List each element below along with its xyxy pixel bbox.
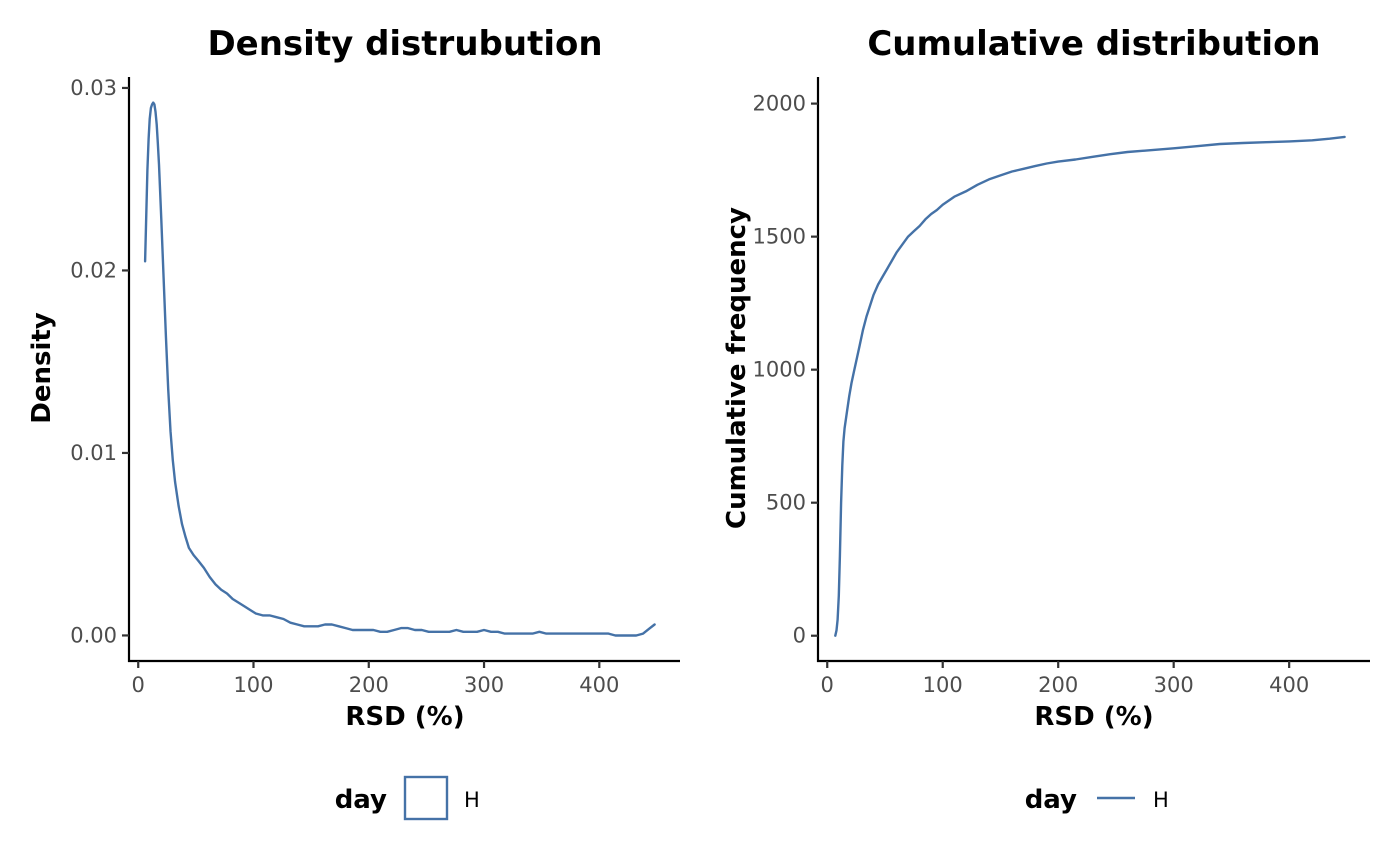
density-series-line-H [143, 101, 656, 637]
cumulative-legend: day H [1025, 785, 1169, 815]
cumulative-legend-title: day [1025, 785, 1077, 815]
density-legend-label: H [464, 788, 480, 812]
cumulative-x-tick-label: 300 [1154, 673, 1194, 697]
density-y-tick-label: 0.01 [70, 441, 117, 465]
density-legend-key-box [403, 775, 449, 821]
cumulative-x-tick-label: 200 [1038, 673, 1078, 697]
density-x-tick-label: 100 [233, 673, 273, 697]
cumulative-x-tick-label: 0 [821, 673, 834, 697]
density-y-tick-label: 0.00 [70, 623, 117, 647]
density-x-tick-label: 300 [464, 673, 504, 697]
cumulative-y-tick-label: 1000 [753, 358, 806, 382]
cumulative-series-line-H [834, 135, 1346, 637]
cumulative-y-axis-title: Cumulative frequency [722, 207, 752, 529]
density-x-tick-label: 400 [579, 673, 619, 697]
cumulative-y-tick-label: 0 [793, 624, 806, 648]
cumulative-chart-title: Cumulative distribution [867, 24, 1320, 64]
cumulative-x-tick-label: 400 [1269, 673, 1309, 697]
density-x-tick-label: 0 [132, 673, 145, 697]
cumulative-y-tick-label: 2000 [753, 92, 806, 116]
density-x-tick-label: 200 [349, 673, 389, 697]
density-legend-title: day [335, 785, 387, 815]
cumulative-y-tick-label: 1500 [753, 225, 806, 249]
density-panel: Density distrubution 0 100 200 300 400 0.00 0.… [27, 24, 680, 821]
cumulative-x-tick-label: 100 [923, 673, 963, 697]
density-chart-title: Density distrubution [207, 24, 602, 64]
density-y-tick-label: 0.03 [70, 76, 117, 100]
cumulative-plot-area: 0 100 200 300 400 0 500 1000 1500 2000 [753, 77, 1370, 697]
density-x-axis-title: RSD (%) [345, 702, 464, 732]
density-plot-area: 0 100 200 300 400 0.00 0.01 0.02 0.03 [70, 76, 680, 697]
cumulative-panel: Cumulative distribution 0 100 200 300 400 0 50… [722, 24, 1370, 815]
density-legend: day H [335, 775, 480, 821]
density-y-axis-title: Density [27, 312, 57, 424]
cumulative-y-tick-label: 500 [766, 491, 806, 515]
cumulative-legend-label: H [1153, 788, 1169, 812]
cumulative-x-axis-title: RSD (%) [1034, 702, 1153, 732]
density-y-tick-label: 0.02 [70, 258, 117, 282]
